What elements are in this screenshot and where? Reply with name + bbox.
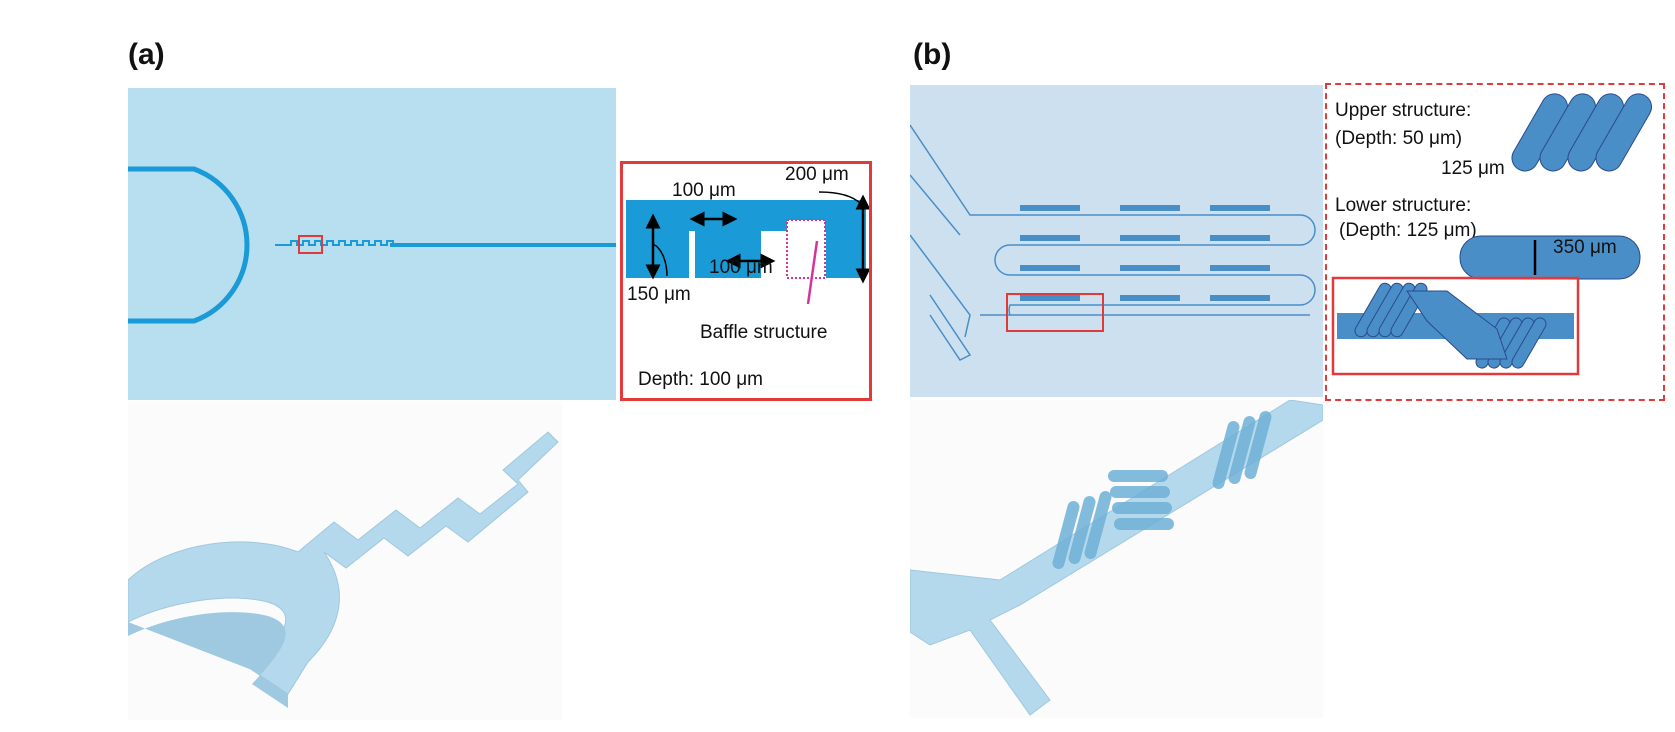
width-dim-bottom: 100 μm	[709, 257, 773, 278]
mixer-3d-block	[910, 400, 1323, 716]
structure-diagrams	[1331, 93, 1652, 376]
zoom-region-box	[298, 235, 323, 254]
baffle-channel	[275, 240, 399, 246]
depth-label: Depth: 100 μm	[638, 369, 764, 390]
inlet-channel	[128, 166, 250, 324]
baffle-zoom-drawing	[626, 191, 869, 305]
height-dim-channel: 150 μm	[627, 284, 691, 305]
panel-a-label: (a)	[128, 38, 165, 71]
panel-b-zoom-inset: Upper structure: (Depth: 50 μm) 125 μm L…	[1325, 83, 1665, 401]
panel-a-zoom-inset: 100 μm 200 μm 100 μm 150 μm Baffle struc…	[620, 161, 872, 401]
width-dim-top: 100 μm	[672, 180, 736, 201]
panel-b-label: (b)	[913, 38, 952, 71]
mixer-3d-ridges	[1052, 410, 1272, 570]
panel-b-3d-model	[910, 400, 1323, 718]
mixer-channels	[910, 124, 1316, 361]
panel-b-chip-layout	[910, 85, 1323, 397]
mixer-baffles	[1020, 205, 1270, 301]
upper-structure-dim: 125 μm	[1441, 158, 1505, 179]
serpentine-3d-block	[128, 431, 559, 708]
lower-structure-depth: (Depth: 125 μm)	[1339, 220, 1477, 241]
zoom-region-box	[1006, 293, 1104, 332]
channel-shape	[626, 200, 866, 278]
height-dim-total: 200 μm	[785, 164, 849, 185]
panel-a-chip-layout	[128, 88, 616, 400]
upper-structure-depth: (Depth: 50 μm)	[1335, 128, 1463, 149]
lower-structure-title: Lower structure:	[1335, 195, 1472, 216]
upper-structure-title: Upper structure:	[1335, 100, 1472, 121]
lower-structure-dim: 350 μm	[1553, 237, 1617, 258]
upper-structure-ridges	[1511, 93, 1652, 172]
combined-ridges	[1354, 282, 1547, 369]
baffle-structure-label: Baffle structure	[700, 322, 828, 343]
combined-structure-box	[1331, 276, 1580, 376]
baffle-marker	[786, 219, 826, 279]
panel-a-3d-model	[128, 402, 562, 720]
